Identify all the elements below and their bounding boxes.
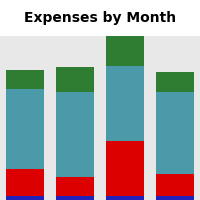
Bar — [156, 174, 194, 196]
Bar — [56, 177, 94, 196]
Bar — [106, 196, 144, 200]
Bar — [6, 169, 44, 196]
Bar — [6, 89, 44, 169]
Text: Expenses by Month: Expenses by Month — [24, 11, 176, 25]
Bar — [56, 196, 94, 200]
Bar — [56, 67, 94, 92]
Bar — [156, 92, 194, 174]
Bar — [106, 141, 144, 196]
Bar — [106, 28, 144, 66]
Bar — [156, 72, 194, 92]
Bar — [156, 196, 194, 200]
Bar — [106, 66, 144, 141]
Bar — [6, 196, 44, 200]
Bar — [6, 70, 44, 89]
Bar — [56, 92, 94, 177]
